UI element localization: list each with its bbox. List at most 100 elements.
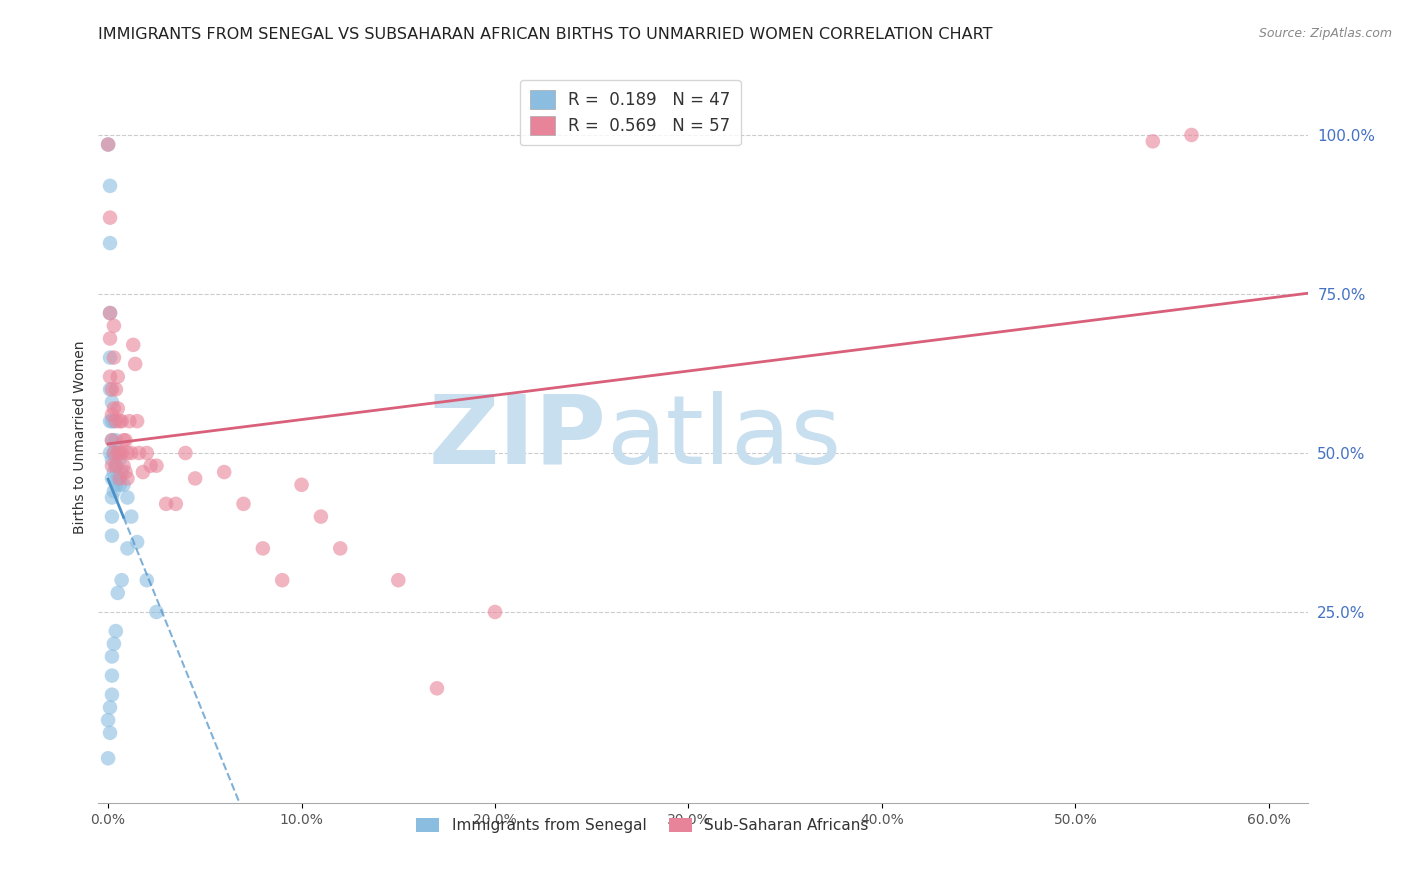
Point — [103, 446, 125, 460]
Point — [108, 477, 131, 491]
Point — [112, 434, 135, 448]
Point — [309, 509, 332, 524]
Legend: Immigrants from Senegal, Sub-Saharan Africans: Immigrants from Senegal, Sub-Saharan Afr… — [411, 812, 875, 839]
Point — [165, 497, 187, 511]
Point — [112, 477, 135, 491]
Point — [120, 446, 142, 460]
Point — [184, 471, 207, 485]
Point — [108, 471, 131, 485]
Point — [426, 681, 449, 696]
Point — [135, 573, 157, 587]
Point — [98, 331, 121, 345]
Point — [101, 649, 124, 664]
Point — [103, 351, 125, 365]
Text: atlas: atlas — [606, 391, 841, 483]
Point — [101, 668, 124, 682]
Point — [232, 497, 254, 511]
Point — [101, 529, 124, 543]
Point — [104, 434, 127, 448]
Point — [111, 414, 134, 428]
Point — [124, 357, 146, 371]
Point — [103, 401, 125, 416]
Point — [103, 414, 125, 428]
Point — [145, 458, 167, 473]
Point — [145, 605, 167, 619]
Point — [101, 414, 124, 428]
Point — [252, 541, 274, 556]
Point — [98, 306, 121, 320]
Point — [101, 491, 124, 505]
Point — [111, 573, 134, 587]
Point — [98, 446, 121, 460]
Point — [101, 452, 124, 467]
Point — [107, 586, 129, 600]
Point — [98, 236, 121, 251]
Point — [108, 452, 131, 467]
Point — [117, 471, 139, 485]
Point — [108, 414, 131, 428]
Point — [98, 700, 121, 714]
Point — [271, 573, 294, 587]
Point — [104, 477, 127, 491]
Point — [111, 446, 134, 460]
Point — [122, 338, 145, 352]
Point — [108, 446, 131, 460]
Point — [101, 509, 124, 524]
Point — [103, 637, 125, 651]
Point — [103, 465, 125, 479]
Point — [104, 458, 127, 473]
Point — [120, 509, 142, 524]
Point — [107, 471, 129, 485]
Point — [107, 446, 129, 460]
Point — [98, 369, 121, 384]
Point — [111, 465, 134, 479]
Point — [114, 465, 136, 479]
Text: IMMIGRANTS FROM SENEGAL VS SUBSAHARAN AFRICAN BIRTHS TO UNMARRIED WOMEN CORRELAT: IMMIGRANTS FROM SENEGAL VS SUBSAHARAN AF… — [98, 27, 993, 42]
Text: ZIP: ZIP — [429, 391, 606, 483]
Point — [104, 458, 127, 473]
Point — [387, 573, 409, 587]
Point — [117, 541, 139, 556]
Point — [107, 401, 129, 416]
Point — [128, 446, 150, 460]
Point — [97, 137, 120, 152]
Point — [98, 414, 121, 428]
Y-axis label: Births to Unmarried Women: Births to Unmarried Women — [73, 341, 87, 533]
Point — [104, 624, 127, 638]
Point — [101, 434, 124, 448]
Point — [101, 471, 124, 485]
Point — [107, 369, 129, 384]
Point — [101, 383, 124, 397]
Point — [127, 414, 149, 428]
Point — [103, 446, 125, 460]
Point — [98, 383, 121, 397]
Point — [117, 446, 139, 460]
Point — [112, 458, 135, 473]
Point — [98, 211, 121, 225]
Point — [117, 491, 139, 505]
Point — [101, 458, 124, 473]
Point — [155, 497, 177, 511]
Point — [127, 535, 149, 549]
Point — [101, 688, 124, 702]
Point — [97, 137, 120, 152]
Text: Source: ZipAtlas.com: Source: ZipAtlas.com — [1258, 27, 1392, 40]
Point — [97, 751, 120, 765]
Point — [1180, 128, 1202, 142]
Point — [118, 414, 141, 428]
Point — [135, 446, 157, 460]
Point — [98, 351, 121, 365]
Point — [101, 395, 124, 409]
Point — [139, 458, 162, 473]
Point — [329, 541, 352, 556]
Point — [97, 713, 120, 727]
Point — [132, 465, 155, 479]
Point — [104, 383, 127, 397]
Point — [104, 414, 127, 428]
Point — [98, 178, 121, 193]
Point — [114, 434, 136, 448]
Point — [98, 306, 121, 320]
Point — [107, 446, 129, 460]
Point — [290, 477, 312, 491]
Point — [212, 465, 235, 479]
